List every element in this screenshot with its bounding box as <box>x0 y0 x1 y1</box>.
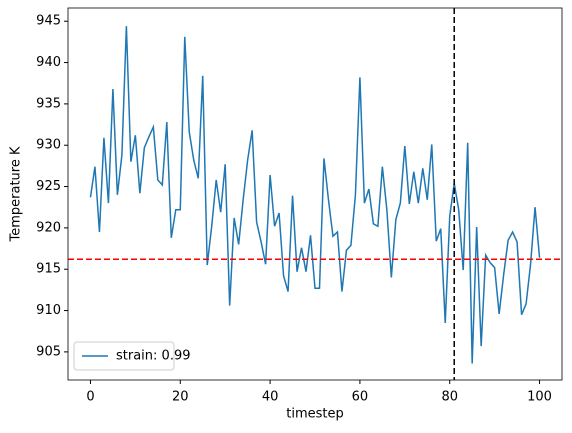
y-axis-label: Temperature K <box>9 146 24 242</box>
y-tick-label: 935 <box>36 96 61 111</box>
y-tick-label: 915 <box>36 262 61 277</box>
y-tick-label: 910 <box>36 303 61 318</box>
plot-frame <box>67 7 563 381</box>
x-tick-label: 80 <box>441 390 458 405</box>
x-tick-label: 60 <box>352 390 369 405</box>
x-tick-label: 100 <box>527 390 552 405</box>
legend-label: strain: 0.99 <box>116 349 191 364</box>
y-tick-label: 930 <box>36 138 61 153</box>
y-tick-label: 945 <box>36 14 61 29</box>
legend-box <box>73 341 175 371</box>
x-tick-label: 0 <box>86 390 94 405</box>
y-tick-label: 940 <box>36 55 61 70</box>
y-tick-label: 905 <box>36 344 61 359</box>
data-line <box>89 26 541 364</box>
x-tick-label: 20 <box>172 390 189 405</box>
x-axis-label: timestep <box>286 407 344 422</box>
y-tick-label: 925 <box>36 179 61 194</box>
y-tick-label: 920 <box>36 220 61 235</box>
x-tick-label: 40 <box>262 390 279 405</box>
